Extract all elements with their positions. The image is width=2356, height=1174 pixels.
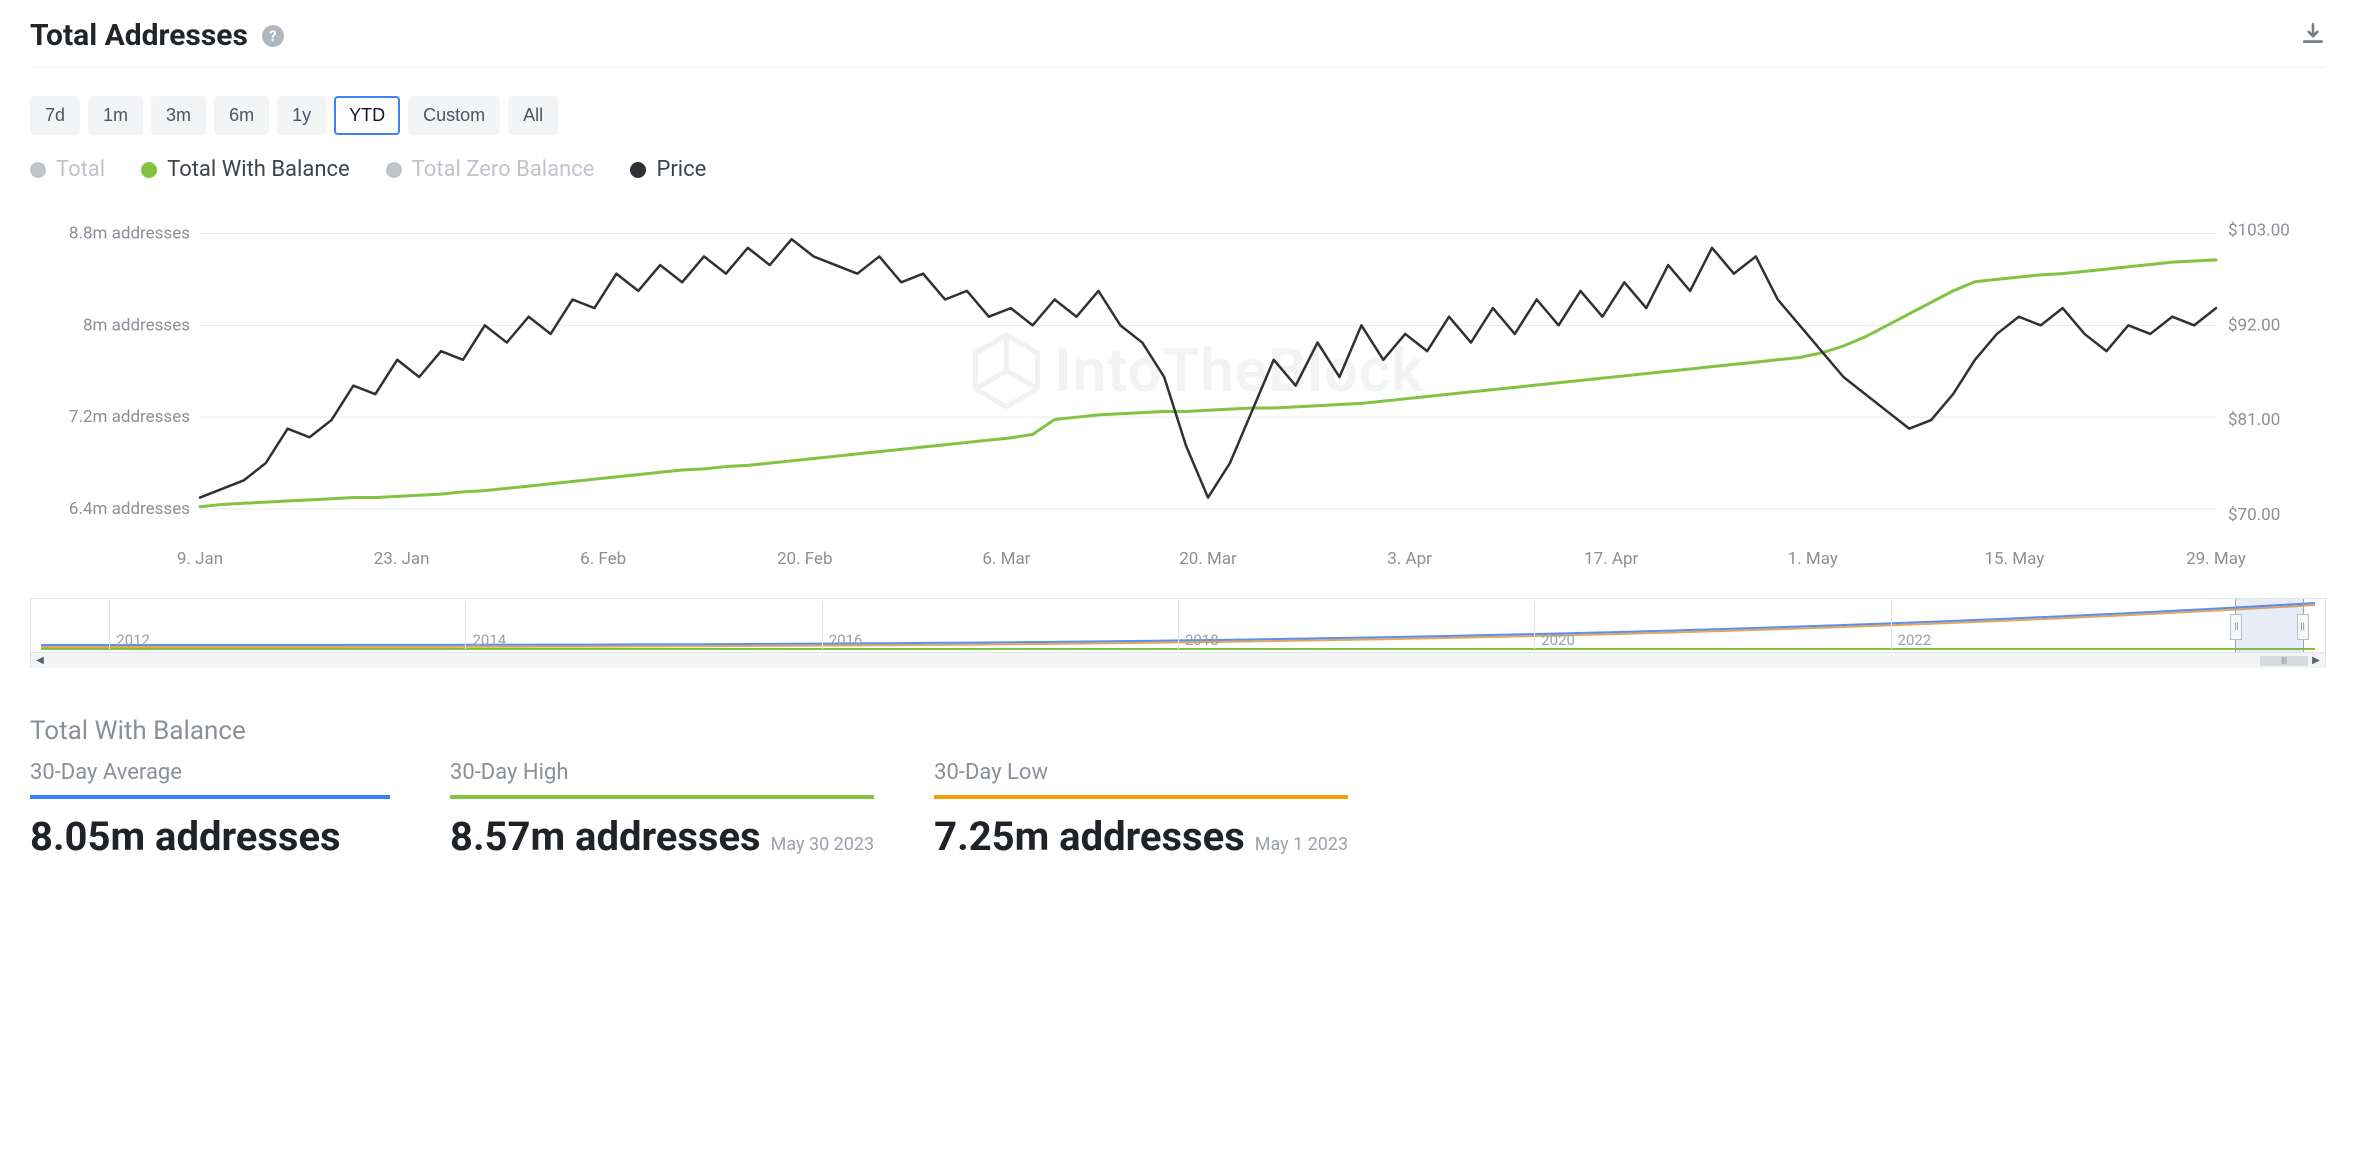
navigator-scroll-thumb[interactable]: ||| [2260, 656, 2308, 666]
stat-underline [30, 795, 390, 799]
svg-text:9. Jan: 9. Jan [177, 549, 223, 569]
legend-dot-icon [30, 162, 46, 178]
stat-value: 8.57m addresses [450, 813, 761, 860]
legend-item-total[interactable]: Total [30, 157, 105, 182]
svg-text:8.8m addresses: 8.8m addresses [69, 223, 190, 243]
legend-dot-icon [386, 162, 402, 178]
legend-label: Total [56, 157, 105, 182]
svg-text:6. Mar: 6. Mar [982, 549, 1030, 569]
stats-row: 30-Day Average 8.05m addresses 30-Day High… [30, 760, 2326, 860]
navigator[interactable]: 2012 2014 2016 2018 2020 2022 || || ◀ ||| ▶ [30, 598, 2326, 668]
range-all[interactable]: All [508, 96, 558, 135]
stat-label: 30-Day Low [934, 760, 1348, 795]
stat-underline [450, 795, 874, 799]
svg-text:$103.00: $103.00 [2228, 221, 2290, 241]
svg-text:15. May: 15. May [1984, 549, 2044, 569]
svg-text:6. Feb: 6. Feb [580, 549, 626, 569]
legend: Total Total With Balance Total Zero Balanc… [30, 157, 2326, 182]
svg-text:20. Mar: 20. Mar [1179, 549, 1237, 569]
stat-underline [934, 795, 1348, 799]
legend-dot-icon [141, 162, 157, 178]
svg-text:29. May: 29. May [2186, 549, 2246, 569]
stat-date: May 30 2023 [771, 834, 875, 855]
stat-block-30-day-high: 30-Day High 8.57m addresses May 30 2023 [450, 760, 874, 860]
stat-block-30-day-average: 30-Day Average 8.05m addresses [30, 760, 390, 860]
download-icon[interactable] [2300, 21, 2326, 51]
stat-value: 7.25m addresses [934, 813, 1245, 860]
range-7d[interactable]: 7d [30, 96, 80, 135]
stat-date: May 1 2023 [1255, 834, 1348, 855]
range-ytd[interactable]: YTD [334, 96, 400, 135]
svg-text:$92.00: $92.00 [2228, 315, 2280, 335]
navigator-year-label: 2022 [1891, 601, 1932, 649]
header: Total Addresses ? [30, 18, 2326, 68]
svg-text:7.2m addresses: 7.2m addresses [69, 407, 190, 427]
svg-text:20. Feb: 20. Feb [777, 549, 833, 569]
navigator-year-label: 2012 [109, 601, 150, 649]
stats-section-title: Total With Balance [30, 716, 2326, 746]
stat-block-30-day-low: 30-Day Low 7.25m addresses May 1 2023 [934, 760, 1348, 860]
navigator-year-label: 2016 [822, 601, 863, 649]
help-icon[interactable]: ? [262, 25, 284, 47]
svg-text:6.4m addresses: 6.4m addresses [69, 499, 190, 519]
legend-item-total-with-balance[interactable]: Total With Balance [141, 157, 350, 182]
navigator-handle-right[interactable]: || [2297, 614, 2309, 640]
legend-label: Price [656, 157, 706, 182]
legend-item-price[interactable]: Price [630, 157, 706, 182]
main-chart[interactable]: 6.4m addresses 7.2m addresses 8m addresses… [30, 212, 2326, 576]
legend-item-total-zero-balance[interactable]: Total Zero Balance [386, 157, 595, 182]
range-1y[interactable]: 1y [277, 96, 326, 135]
legend-label: Total Zero Balance [412, 157, 595, 182]
svg-text:8m addresses: 8m addresses [83, 315, 190, 335]
range-3m[interactable]: 3m [151, 96, 206, 135]
range-6m[interactable]: 6m [214, 96, 269, 135]
time-range-selector: 7d1m3m6m1yYTDCustomAll [30, 96, 2326, 135]
stat-label: 30-Day High [450, 760, 874, 795]
navigator-scrollbar[interactable]: ◀ ||| ▶ [31, 652, 2325, 668]
svg-text:IntoTheBlock: IntoTheBlock [1054, 335, 1424, 406]
page-title: Total Addresses [30, 18, 248, 53]
svg-text:$70.00: $70.00 [2228, 505, 2280, 525]
svg-text:17. Apr: 17. Apr [1584, 549, 1638, 569]
navigator-year-label: 2014 [465, 601, 506, 649]
navigator-scroll-right-icon[interactable]: ▶ [2310, 655, 2322, 667]
stat-value: 8.05m addresses [30, 813, 341, 860]
svg-text:3. Apr: 3. Apr [1387, 549, 1432, 569]
legend-label: Total With Balance [167, 157, 350, 182]
range-1m[interactable]: 1m [88, 96, 143, 135]
svg-text:$81.00: $81.00 [2228, 410, 2280, 430]
svg-text:1. May: 1. May [1788, 549, 1838, 569]
navigator-year-label: 2018 [1178, 601, 1219, 649]
legend-dot-icon [630, 162, 646, 178]
navigator-scroll-left-icon[interactable]: ◀ [34, 655, 46, 667]
svg-text:23. Jan: 23. Jan [374, 549, 430, 569]
navigator-handle-left[interactable]: || [2230, 614, 2242, 640]
navigator-year-label: 2020 [1534, 601, 1575, 649]
stat-label: 30-Day Average [30, 760, 390, 795]
range-custom[interactable]: Custom [408, 96, 500, 135]
